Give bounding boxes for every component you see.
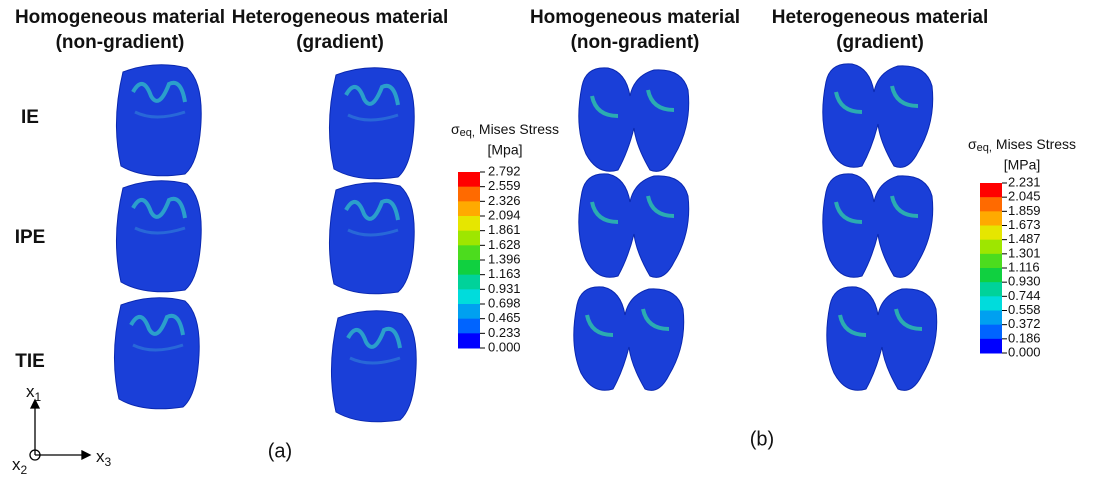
legend-title-text: Mises Stress bbox=[996, 136, 1076, 152]
legend-tick-label: 0.186 bbox=[1008, 330, 1041, 345]
panel-label: (a) bbox=[268, 440, 292, 462]
legend-swatch bbox=[458, 275, 480, 290]
legend-swatch bbox=[458, 216, 480, 231]
legend-symbol-sub: eq, bbox=[460, 127, 475, 139]
legend-symbol: σ bbox=[968, 136, 977, 152]
legend-swatch bbox=[458, 187, 480, 202]
legend-swatch bbox=[980, 339, 1002, 354]
axis-label: x2 bbox=[12, 455, 28, 477]
legend-title: σeq, Mises Stress bbox=[968, 136, 1076, 154]
legend-symbol: σ bbox=[451, 121, 460, 137]
legend-swatch bbox=[458, 260, 480, 275]
legend-swatch bbox=[458, 319, 480, 334]
legend-swatch bbox=[458, 231, 480, 246]
legend-tick-label: 1.396 bbox=[488, 251, 521, 266]
column-title: Homogeneous material bbox=[15, 7, 225, 28]
axis-label: x3 bbox=[96, 447, 112, 469]
legend-swatch bbox=[980, 296, 1002, 311]
legend-tick-label: 1.673 bbox=[1008, 217, 1041, 232]
legend-tick-label: 1.628 bbox=[488, 237, 521, 252]
legend-swatch bbox=[458, 245, 480, 260]
legend-tick-label: 2.326 bbox=[488, 193, 521, 208]
legend-title-text: Mises Stress bbox=[479, 121, 559, 137]
legend-swatch bbox=[458, 172, 480, 187]
column-subtitle: (non-gradient) bbox=[56, 32, 185, 53]
legend-tick-label: 1.859 bbox=[1008, 203, 1041, 218]
legend-tick-label: 2.045 bbox=[1008, 189, 1041, 204]
legend-symbol-sub: eq, bbox=[977, 142, 992, 154]
column-title: Homogeneous material bbox=[530, 7, 740, 28]
legend-swatch bbox=[980, 211, 1002, 226]
legend-tick-label: 0.930 bbox=[1008, 274, 1041, 289]
legend-title: σeq, Mises Stress bbox=[451, 121, 559, 139]
specimens bbox=[114, 64, 936, 422]
column-subtitle: (gradient) bbox=[296, 32, 384, 53]
legend-unit: [Mpa] bbox=[487, 142, 522, 158]
legend-swatch bbox=[980, 325, 1002, 340]
legend-tick-label: 0.233 bbox=[488, 325, 521, 340]
legend-tick-label: 0.000 bbox=[488, 339, 521, 354]
figure: Homogeneous material (non-gradient) Hetero… bbox=[0, 0, 1098, 477]
axis-label: x1 bbox=[26, 382, 42, 404]
column-subtitle: (non-gradient) bbox=[571, 32, 700, 53]
legend-tick-label: 0.000 bbox=[1008, 344, 1041, 359]
axis-index: 1 bbox=[35, 390, 42, 404]
legend-tick-label: 1.861 bbox=[488, 222, 521, 237]
legend-tick-label: 2.559 bbox=[488, 178, 521, 193]
column-title: Heterogeneous material bbox=[232, 7, 448, 28]
legend-swatch bbox=[980, 282, 1002, 297]
legend-swatch bbox=[458, 201, 480, 216]
legend-tick-label: 0.558 bbox=[1008, 302, 1041, 317]
legend-unit: [MPa] bbox=[1004, 157, 1041, 173]
row-label: IPE bbox=[15, 227, 46, 248]
legend-tick-label: 1.301 bbox=[1008, 245, 1041, 260]
legend-tick-label: 0.465 bbox=[488, 310, 521, 325]
legend-tick-label: 1.116 bbox=[1008, 259, 1040, 274]
legend-tick-label: 0.372 bbox=[1008, 316, 1041, 331]
axis-index: 3 bbox=[105, 455, 112, 469]
column-title: Heterogeneous material bbox=[772, 7, 988, 28]
legend-swatch bbox=[980, 254, 1002, 269]
axis-index: 2 bbox=[21, 463, 28, 477]
row-label: TIE bbox=[15, 351, 45, 372]
legend-swatch bbox=[980, 240, 1002, 255]
legend-tick-label: 0.931 bbox=[488, 281, 521, 296]
legend-swatch bbox=[980, 183, 1002, 198]
legend-tick-label: 2.792 bbox=[488, 163, 521, 178]
legend-tick-label: 2.094 bbox=[488, 207, 521, 222]
legend-swatch bbox=[980, 268, 1002, 283]
legend-swatch bbox=[980, 311, 1002, 326]
legend-swatch bbox=[458, 304, 480, 319]
panel-label: (b) bbox=[750, 428, 774, 450]
legend-swatch bbox=[980, 226, 1002, 241]
legend-tick-label: 0.744 bbox=[1008, 288, 1041, 303]
legend-tick-label: 1.163 bbox=[488, 266, 521, 281]
row-label: IE bbox=[21, 107, 39, 128]
legend-tick-label: 1.487 bbox=[1008, 231, 1041, 246]
column-subtitle: (gradient) bbox=[836, 32, 924, 53]
axes-triad bbox=[30, 400, 90, 460]
legend-swatch bbox=[458, 289, 480, 304]
legend-swatch bbox=[980, 197, 1002, 212]
legend-swatch bbox=[458, 333, 480, 348]
legend-tick-label: 2.231 bbox=[1008, 174, 1041, 189]
legend-tick-label: 0.698 bbox=[488, 295, 521, 310]
